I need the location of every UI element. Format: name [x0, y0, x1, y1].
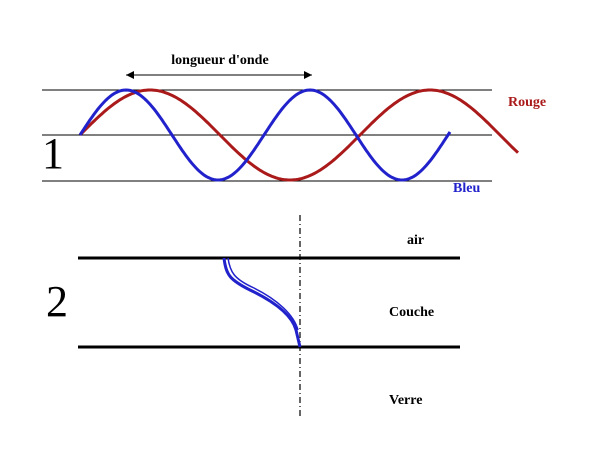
blue-label: Bleu — [453, 181, 480, 196]
panel-number: 1 — [42, 129, 64, 178]
air-label: air — [407, 233, 424, 248]
blue-wave — [78, 88, 452, 182]
field-profile — [222, 257, 302, 348]
wavelength-label: longueur d'onde — [171, 53, 268, 68]
field-profile-edge — [227, 257, 299, 331]
red-wave — [78, 88, 520, 182]
red-label: Rouge — [508, 95, 546, 110]
glass-label: Verre — [389, 393, 422, 408]
panel-number: 2 — [46, 277, 68, 326]
layer-label: Couche — [389, 305, 434, 320]
